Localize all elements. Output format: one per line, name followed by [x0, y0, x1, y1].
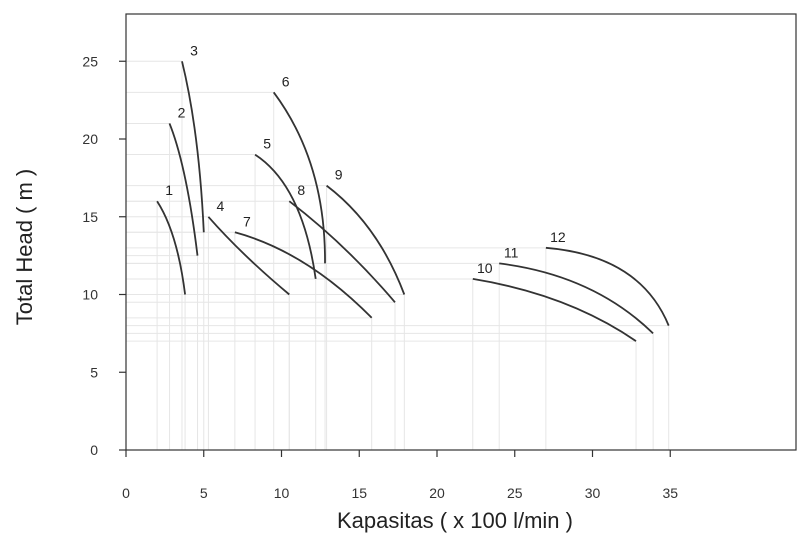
plot-frame: [125, 13, 797, 451]
curve-label-9: 9: [335, 167, 343, 183]
curves: [156, 61, 670, 342]
curve-label-11: 11: [504, 244, 519, 260]
x-axis: 0 5 10 15 20 25 30 35: [122, 450, 678, 501]
curve-label-4: 4: [217, 198, 225, 214]
curve-8: [288, 200, 396, 303]
curve-12: [545, 246, 670, 326]
curve-label-12: 12: [550, 229, 566, 245]
curve-5: [254, 153, 317, 280]
curve-11: [499, 262, 654, 335]
curve-label-10: 10: [477, 260, 493, 276]
y-axis: 0 5 10 15 20 25: [82, 53, 126, 458]
curve-label-5: 5: [263, 136, 271, 152]
y-axis-title: Total Head ( m ): [12, 169, 37, 326]
curve-1: [156, 200, 186, 295]
x-tick-label: 5: [200, 485, 208, 501]
y-tick-label: 0: [90, 442, 98, 458]
curve-2: [168, 123, 199, 256]
x-tick-label: 15: [351, 485, 367, 501]
y-tick-label: 20: [82, 131, 98, 147]
x-tick-label: 0: [122, 485, 130, 501]
curve-label-8: 8: [297, 182, 305, 198]
curve-label-3: 3: [190, 42, 198, 58]
y-tick-label: 15: [82, 209, 98, 225]
x-tick-label: 30: [585, 485, 601, 501]
x-axis-title: Kapasitas ( x 100 l/min ): [337, 508, 573, 533]
x-tick-label: 35: [662, 485, 678, 501]
y-tick-label: 10: [82, 287, 98, 303]
curve-10: [472, 278, 637, 342]
curve-4: [207, 216, 290, 296]
curve-label-6: 6: [282, 73, 290, 89]
guide-lines: [126, 60, 670, 450]
curve-label-2: 2: [178, 104, 186, 120]
curve-7: [234, 231, 373, 319]
curve-label-1: 1: [165, 182, 173, 198]
x-tick-label: 20: [429, 485, 445, 501]
y-tick-label: 5: [90, 364, 98, 380]
curve-9: [326, 184, 406, 295]
curve-3: [181, 61, 205, 233]
x-tick-label: 25: [507, 485, 523, 501]
curve-6: [272, 91, 326, 264]
curve-label-7: 7: [243, 213, 251, 229]
y-tick-label: 25: [82, 53, 98, 69]
x-tick-label: 10: [274, 485, 290, 501]
